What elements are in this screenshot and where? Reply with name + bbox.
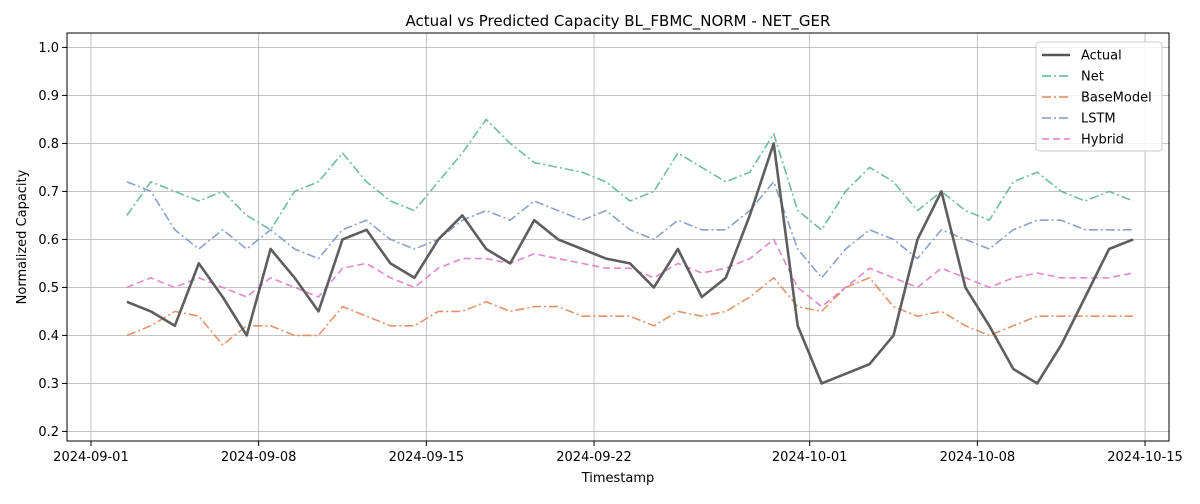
- x-tick-label: 2024-09-08: [221, 450, 297, 465]
- legend-label: LSTM: [1081, 112, 1116, 127]
- y-axis-ticks: 0.2 0.3 0.4 0.5 0.6 0.7 0.8 0.9 1.0: [38, 41, 67, 440]
- y-tick-label: 0.2: [38, 425, 59, 440]
- x-axis-title: Timestamp: [581, 471, 655, 486]
- legend-box: [1035, 41, 1163, 152]
- legend-item-net[interactable]: Net: [1042, 70, 1104, 85]
- y-tick-label: 0.3: [38, 377, 59, 392]
- chart-title: Actual vs Predicted Capacity BL_FBMC_NOR…: [406, 12, 831, 31]
- y-tick-label: 0.9: [38, 89, 59, 104]
- legend-label: Actual: [1081, 49, 1122, 64]
- series-line-basemodel: [126, 276, 1134, 346]
- y-tick-label: 0.7: [38, 185, 59, 200]
- y-tick-label: 0.6: [38, 233, 59, 248]
- x-tick-label: 2024-09-15: [389, 450, 465, 465]
- y-tick-label: 0.4: [38, 329, 59, 344]
- y-axis-title: Normalized Capacity: [15, 169, 30, 304]
- x-tick-label: 2024-09-01: [53, 450, 129, 465]
- series-line-lstm: [126, 181, 1134, 279]
- legend[interactable]: Actual Net BaseModel LSTM Hybrid: [1035, 41, 1163, 152]
- series-line-actual: [126, 142, 1134, 385]
- y-tick-label: 1.0: [38, 41, 59, 56]
- series-layer: [126, 118, 1134, 385]
- legend-item-lstm[interactable]: LSTM: [1042, 112, 1116, 127]
- x-tick-label: 2024-09-22: [556, 450, 632, 465]
- y-tick-label: 0.5: [38, 281, 59, 296]
- plot-frame: [66, 32, 1170, 442]
- legend-items: Actual Net BaseModel LSTM Hybrid: [1042, 49, 1152, 148]
- x-tick-label: 2024-10-01: [772, 450, 848, 465]
- x-axis-ticks: 2024-09-01 2024-09-08 2024-09-15 2024-09-22…: [53, 441, 1183, 465]
- legend-label: Hybrid: [1081, 133, 1124, 148]
- series-line-net: [126, 118, 1134, 231]
- legend-label: BaseModel: [1081, 91, 1152, 106]
- legend-item-actual[interactable]: Actual: [1042, 49, 1122, 64]
- series-line-hybrid: [126, 238, 1134, 308]
- legend-item-basemodel[interactable]: BaseModel: [1042, 91, 1152, 106]
- x-tick-label: 2024-10-08: [940, 450, 1016, 465]
- y-tick-label: 0.8: [38, 137, 59, 152]
- legend-item-hybrid[interactable]: Hybrid: [1042, 133, 1124, 148]
- legend-label: Net: [1081, 70, 1104, 85]
- x-tick-label: 2024-10-15: [1107, 450, 1183, 465]
